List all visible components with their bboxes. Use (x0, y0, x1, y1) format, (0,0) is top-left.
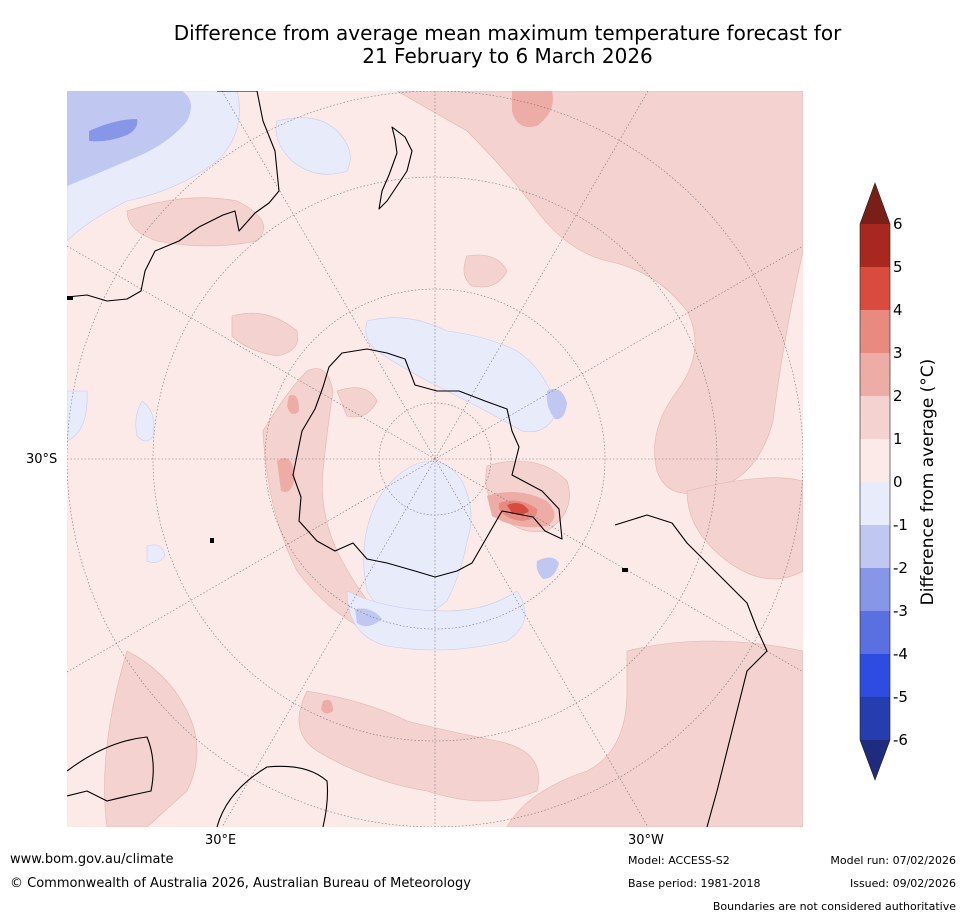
colorbar-tick-neg5: -5 (893, 688, 908, 706)
colorbar-band-1-to-2 (860, 396, 890, 439)
colorbar-band-neg1-to-0 (860, 482, 890, 525)
colorbar (859, 182, 891, 781)
coastline-africa (67, 736, 154, 802)
colorbar-title: Difference from average (°C) (918, 358, 938, 606)
colorbar-band-neg4-to-neg3 (860, 611, 890, 654)
anomaly-neg2-to-neg1-regions (67, 91, 567, 627)
coastline-south-america (614, 514, 768, 827)
colorbar-tick-neg2: -2 (893, 559, 908, 577)
coastline-antarctica (292, 348, 563, 578)
footer-issued: Issued: 09/02/2026 (849, 877, 956, 890)
colorbar-tick-2: 2 (893, 387, 903, 405)
footer-disclaimer: Boundaries are not considered authoritat… (712, 900, 956, 913)
lon-label-30e: 30°E (205, 833, 237, 848)
title-line-2: 21 February to 6 March 2026 (362, 44, 653, 68)
footer-model-run: Model run: 07/02/2026 (830, 854, 956, 867)
coastline-new-zealand (378, 126, 413, 210)
colorbar-band-4-to-5 (860, 267, 890, 310)
colorbar-band-neg2-to-neg1 (860, 525, 890, 568)
colorbar-tick-neg1: -1 (893, 516, 908, 534)
colorbar-band-2-to-3 (860, 353, 890, 396)
small-islands (67, 296, 628, 572)
island-falkland (67, 296, 73, 300)
anomaly-4-to-5-regions (507, 503, 529, 515)
map-title: Difference from average mean maximum tem… (60, 22, 955, 68)
colorbar-tick-3: 3 (893, 344, 903, 362)
colorbar-tick-neg4: -4 (893, 645, 908, 663)
colorbar-outline (859, 182, 891, 781)
colorbar-band-neg6-to-neg5 (860, 697, 890, 740)
title-line-1: Difference from average mean maximum tem… (173, 21, 842, 45)
colorbar-tick-0: 0 (893, 473, 903, 491)
colorbar-tick-4: 4 (893, 301, 903, 319)
colorbar-tick-6: 6 (893, 215, 903, 233)
footer-model: Model: ACCESS-S2 (628, 854, 730, 867)
colorbar-tick-5: 5 (893, 258, 903, 276)
coastline-southern-islands (216, 765, 329, 827)
colorbar-band-3-to-4 (860, 310, 890, 353)
island-marion (210, 538, 214, 543)
colorbar-tick-neg3: -3 (893, 602, 908, 620)
colorbar-band-0-to-1 (860, 439, 890, 482)
colorbar-band-neg3-to-neg2 (860, 568, 890, 611)
colorbar-tick-neg6: -6 (893, 731, 908, 749)
graticule (67, 91, 803, 827)
colorbar-band-5-to-6 (860, 224, 890, 267)
island-south-georgia (622, 568, 628, 572)
lon-label-30w: 30°W (628, 833, 664, 848)
footer-website-link[interactable]: www.bom.gov.au/climate (10, 852, 174, 867)
lat-label-30s: 30°S (26, 452, 58, 467)
footer-base-period: Base period: 1981-2018 (628, 877, 761, 890)
coastline-australia (67, 91, 280, 302)
colorbar-band-neg5-to-neg4 (860, 654, 890, 697)
colorbar-tick-1: 1 (893, 430, 903, 448)
colorbar-extend-high (860, 183, 890, 224)
footer-copyright: © Commonwealth of Australia 2026, Austra… (10, 876, 471, 891)
anomaly-neg3-to-neg2-regions (89, 119, 138, 142)
forecast-map (67, 91, 803, 827)
colorbar-extend-low (860, 740, 890, 780)
coastlines (67, 91, 768, 827)
